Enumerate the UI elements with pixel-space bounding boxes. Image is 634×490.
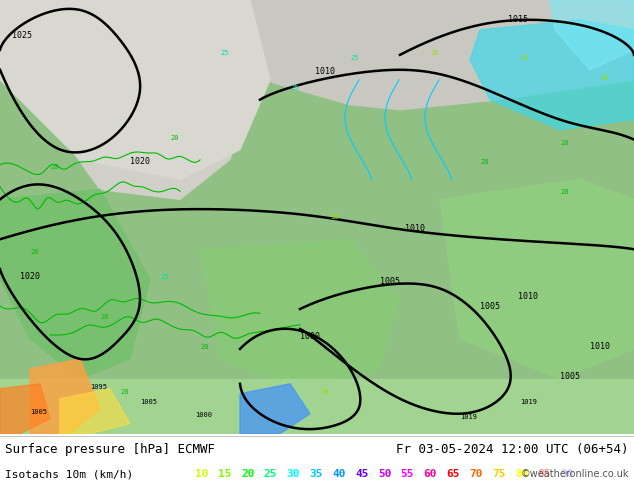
Text: 10: 10 <box>320 389 328 395</box>
Polygon shape <box>0 0 270 179</box>
Text: 35: 35 <box>309 469 323 479</box>
Text: 1020: 1020 <box>20 272 40 281</box>
Text: 1005: 1005 <box>140 399 157 405</box>
Text: 1020: 1020 <box>130 157 150 167</box>
Polygon shape <box>0 0 634 110</box>
Text: 25: 25 <box>290 85 299 91</box>
Text: 85: 85 <box>538 469 551 479</box>
Text: 1015: 1015 <box>508 15 528 24</box>
Polygon shape <box>440 179 634 379</box>
Text: 30: 30 <box>287 469 300 479</box>
Text: 15: 15 <box>218 469 231 479</box>
Text: 1005: 1005 <box>380 277 400 286</box>
Text: 50: 50 <box>378 469 391 479</box>
Text: Isotachs 10m (km/h): Isotachs 10m (km/h) <box>5 469 133 479</box>
Text: 20: 20 <box>120 389 129 395</box>
Text: 20: 20 <box>30 249 39 255</box>
Polygon shape <box>0 190 150 379</box>
Text: ©weatheronline.co.uk: ©weatheronline.co.uk <box>521 469 629 479</box>
Text: 25: 25 <box>264 469 277 479</box>
Text: 1010: 1010 <box>405 224 425 233</box>
Text: 10: 10 <box>330 214 339 220</box>
Polygon shape <box>240 384 310 434</box>
Text: 20: 20 <box>200 344 209 350</box>
Text: 20: 20 <box>480 159 489 166</box>
Polygon shape <box>550 0 634 70</box>
Text: 40: 40 <box>332 469 346 479</box>
Text: 90: 90 <box>560 469 574 479</box>
Text: 80: 80 <box>515 469 528 479</box>
Text: 1019: 1019 <box>460 414 477 420</box>
Text: 1010: 1010 <box>590 342 610 351</box>
Text: 60: 60 <box>424 469 437 479</box>
Text: Fr 03-05-2024 12:00 UTC (06+54): Fr 03-05-2024 12:00 UTC (06+54) <box>396 443 629 456</box>
Text: 1000: 1000 <box>300 332 320 341</box>
Text: 55: 55 <box>401 469 414 479</box>
Text: 20: 20 <box>170 135 179 141</box>
Polygon shape <box>200 239 400 389</box>
Polygon shape <box>470 20 634 129</box>
Text: 1000: 1000 <box>195 412 212 417</box>
Text: 75: 75 <box>492 469 505 479</box>
Text: 1025: 1025 <box>12 31 32 40</box>
Text: 1095: 1095 <box>90 384 107 390</box>
Text: 1019: 1019 <box>520 399 537 405</box>
Text: 25: 25 <box>220 50 228 56</box>
Text: 20: 20 <box>100 314 108 320</box>
Polygon shape <box>0 0 634 434</box>
Text: 1005: 1005 <box>560 372 580 381</box>
Polygon shape <box>0 379 634 434</box>
Text: 45: 45 <box>355 469 368 479</box>
Polygon shape <box>30 359 100 434</box>
Text: Surface pressure [hPa] ECMWF: Surface pressure [hPa] ECMWF <box>5 443 215 456</box>
Text: 1010: 1010 <box>518 292 538 301</box>
Text: 10: 10 <box>195 469 209 479</box>
Polygon shape <box>0 384 50 434</box>
Text: 10: 10 <box>520 55 529 61</box>
Text: 65: 65 <box>446 469 460 479</box>
Text: 20: 20 <box>50 165 58 171</box>
Text: 10: 10 <box>600 75 609 81</box>
Text: 1005: 1005 <box>480 302 500 311</box>
Text: 25: 25 <box>160 274 169 280</box>
Text: 70: 70 <box>469 469 482 479</box>
Text: 20: 20 <box>241 469 254 479</box>
Polygon shape <box>0 0 250 199</box>
Text: 20: 20 <box>560 190 569 196</box>
Text: 25: 25 <box>350 55 358 61</box>
Text: 10: 10 <box>430 50 439 56</box>
Text: 20: 20 <box>560 140 569 146</box>
Text: 1010: 1010 <box>315 67 335 76</box>
Text: 1005: 1005 <box>30 409 47 415</box>
Polygon shape <box>60 389 130 434</box>
